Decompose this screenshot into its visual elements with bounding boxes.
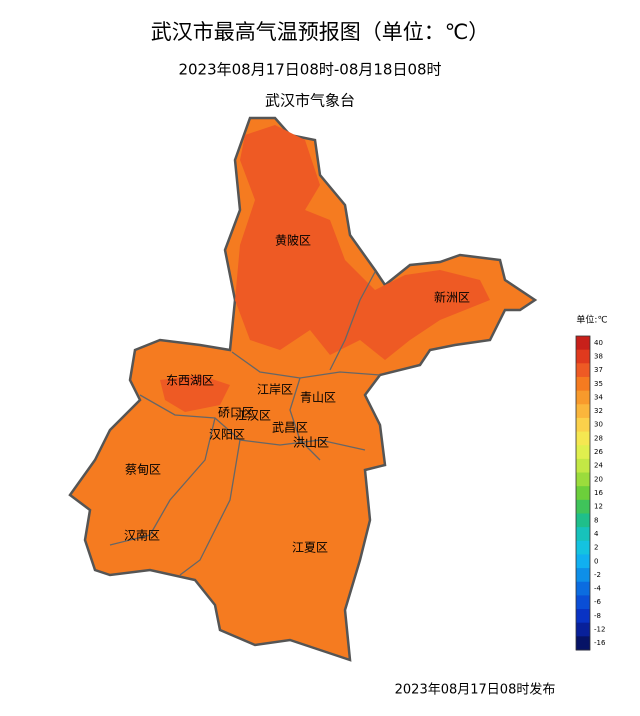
legend-swatch [576, 445, 590, 460]
legend-label: -2 [594, 571, 601, 579]
legend-label: 35 [594, 380, 603, 388]
district-label: 汉阳区 [209, 428, 245, 442]
legend-label: 8 [594, 516, 598, 524]
legend-swatch [576, 349, 590, 364]
hot-area [235, 125, 490, 360]
legend-label: -6 [594, 598, 602, 606]
legend-label: 24 [594, 462, 603, 470]
legend-swatch [576, 513, 590, 528]
legend-swatch [576, 404, 590, 419]
legend-label: 30 [594, 421, 603, 429]
period: 2023年08月17日08时-08月18日08时 [178, 61, 441, 79]
legend-swatch [576, 417, 590, 433]
map [68, 116, 538, 662]
district-label: 汉南区 [124, 528, 160, 543]
district-label: 江汉区 [235, 409, 271, 423]
legend-swatch [576, 336, 590, 351]
district-label: 青山区 [300, 391, 336, 405]
district-label: 洪山区 [293, 436, 329, 450]
footer: 2023年08月17日08时发布 [395, 682, 556, 698]
district-border [179, 439, 241, 576]
district-border [109, 417, 216, 546]
district-label: 硚口区 [218, 406, 254, 420]
legend-label: 38 [594, 352, 603, 360]
legend-label: 37 [594, 366, 603, 374]
district-border [329, 271, 376, 371]
legend-swatch [576, 431, 590, 446]
legend-swatch [576, 527, 590, 542]
legend-swatch [576, 595, 590, 610]
legend-label: 28 [594, 434, 603, 442]
legend-swatch [576, 636, 590, 651]
issuer: 武汉市气象台 [265, 92, 355, 110]
title: 武汉市最高气温预报图（单位：℃） [151, 20, 490, 44]
legend-label: 32 [594, 407, 603, 415]
legend-swatch [576, 581, 590, 596]
legend-swatch [576, 622, 590, 637]
legend-label: 20 [594, 475, 603, 483]
legend-swatch [576, 486, 590, 501]
legend-label: 2 [594, 544, 598, 552]
legend-swatch [576, 458, 590, 474]
legend-label: -12 [594, 626, 605, 634]
legend-label: -8 [594, 612, 601, 620]
district-label: 江岸区 [257, 383, 293, 397]
district-label: 蔡甸区 [125, 463, 161, 477]
legend-label: -4 [594, 585, 602, 593]
legend-unit: 单位:℃ [576, 314, 607, 326]
legend-swatch [576, 363, 590, 378]
legend-label: 16 [594, 489, 603, 497]
district-label: 武昌区 [272, 421, 308, 435]
legend-swatch [576, 609, 590, 624]
legend: 403837353432302826242016128420-2-4-6-8-1… [575, 335, 606, 651]
district-label: 江夏区 [292, 541, 328, 555]
legend-swatch [576, 499, 590, 514]
hot-area [160, 375, 230, 412]
legend-frame [575, 335, 591, 651]
legend-swatch [576, 540, 590, 555]
legend-label: 26 [594, 448, 603, 456]
district-labels: 黄陂区 新洲区 东西湖区 江岸区 青山区 硚口区 江汉区 汉阳区 武昌区 洪山区… [124, 233, 470, 555]
district-label: 黄陂区 [275, 233, 311, 248]
legend-swatch [576, 554, 590, 569]
legend-label: 40 [594, 339, 603, 347]
legend-swatch [576, 568, 590, 583]
district-label: 新洲区 [434, 290, 470, 305]
legend-label: 34 [594, 393, 603, 401]
legend-label: 0 [594, 557, 598, 565]
legend-swatch [576, 472, 590, 487]
legend-swatch [576, 390, 590, 405]
district-label: 东西湖区 [166, 373, 214, 388]
legend-label: 12 [594, 503, 603, 511]
district-border [289, 377, 321, 461]
legend-label: 4 [594, 530, 599, 538]
region-outline [68, 116, 538, 662]
legend-swatch [576, 376, 590, 392]
legend-label: -16 [594, 639, 606, 647]
